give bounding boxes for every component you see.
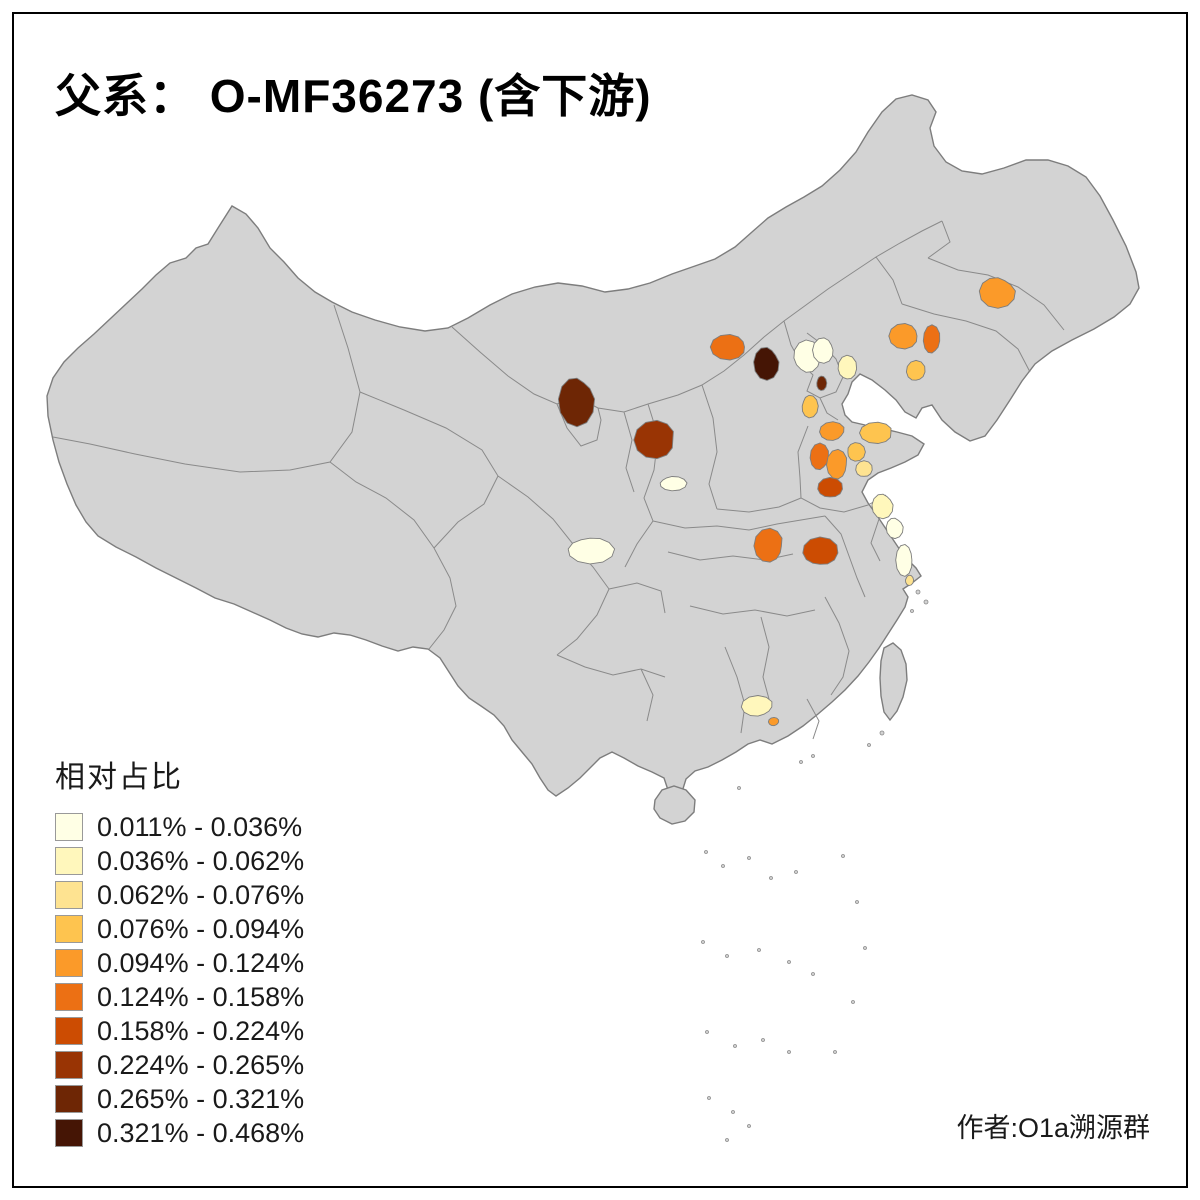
map-region-nanyang-orange [753,527,783,563]
map-region-jiangsu-north-pale [871,493,894,520]
map-region-liaoning-east [922,324,941,354]
map-region-shandong-north [847,442,866,462]
map-title: 父系： O-MF36273 (含下游) [55,70,652,122]
legend-entry-label: 0.124% - 0.158% [97,981,305,1012]
map-region-liaodong-south [905,359,926,381]
legend-entry-label: 0.321% - 0.468% [97,1117,305,1148]
map-region-wuhan-dark-orange [802,536,839,565]
landmass-group [46,94,1140,825]
map-region-shanxi-dark [633,419,674,460]
legend-entry: 0.224% - 0.265% [55,1048,304,1082]
map-region-beijing-dark-dot [816,375,828,391]
legend-entry: 0.321% - 0.468% [55,1116,304,1150]
map-region-shandong-west [809,442,829,471]
map-region-north-hebei-darkest [753,346,780,381]
map-region-inner-mongolia [709,333,745,361]
colored-regions [557,277,1016,727]
legend-swatch [55,1051,83,1079]
map-region-shandong-east [855,460,873,477]
map-region-guangzhou-orange-dot [767,716,780,727]
legend-entry: 0.076% - 0.094% [55,912,304,946]
legend-entry: 0.158% - 0.224% [55,1014,304,1048]
legend-entry: 0.062% - 0.076% [55,878,304,912]
map-region-jilin-central [978,277,1016,309]
map-region-ningxia-dark [557,377,596,428]
legend-entry: 0.265% - 0.321% [55,1082,304,1116]
legend-swatch [55,813,83,841]
legend-swatch [55,881,83,909]
legend-entry-label: 0.265% - 0.321% [97,1083,305,1114]
map-region-tianjin-light-orange [801,394,819,419]
legend-entry: 0.011% - 0.036% [55,810,304,844]
legend-swatch [55,847,83,875]
map-region-cangzhou-orange [819,421,845,441]
legend: 相对占比 0.011% - 0.036% 0.036% - 0.062% 0.062… [55,752,304,1150]
legend-swatch [55,983,83,1011]
map-region-shandong-central [826,448,848,480]
legend-entry: 0.094% - 0.124% [55,946,304,980]
map-region-shandong-southwest [817,476,843,498]
map-region-liaoning-west [888,323,918,350]
legend-swatch [55,1017,83,1045]
legend-swatch [55,949,83,977]
legend-entry-label: 0.224% - 0.265% [97,1049,305,1080]
legend-swatch [55,915,83,943]
taiwan-island [879,642,908,722]
legend-entries: 0.011% - 0.036% 0.036% - 0.062% 0.062% - 0… [55,810,304,1150]
legend-entry-label: 0.011% - 0.036% [97,811,303,842]
legend-entry-label: 0.076% - 0.094% [97,913,305,944]
map-region-chengdu-cream [567,537,616,565]
legend-entry-label: 0.036% - 0.062% [97,845,305,876]
map-region-shanghai-yellow-dot [905,574,915,586]
china-mainland-outline [46,94,1140,799]
map-region-shaanxi-cream [659,476,688,492]
legend-title: 相对占比 [55,761,183,794]
legend-entry-label: 0.094% - 0.124% [97,947,305,978]
map-region-jiangsu-mid-cream [885,517,904,540]
attribution: 作者:O1a溯源群 [956,1113,1150,1143]
map-region-yellow-river-delta [859,421,892,444]
map-region-jiangsu-coast-cream [895,544,913,577]
map-region-beijing-area-cream-2 [812,337,834,364]
legend-entry-label: 0.158% - 0.224% [97,1015,305,1046]
legend-entry-label: 0.062% - 0.076% [97,879,305,910]
map-region-guangdong-north-pale [740,695,773,717]
legend-entry: 0.036% - 0.062% [55,844,304,878]
hainan-island [653,785,696,825]
legend-swatch [55,1085,83,1113]
legend-swatch [55,1119,83,1147]
small-islands [701,589,929,1142]
province-borders [52,220,1065,740]
legend-entry: 0.124% - 0.158% [55,980,304,1014]
map-region-tangshan-pale-yellow [837,354,858,380]
